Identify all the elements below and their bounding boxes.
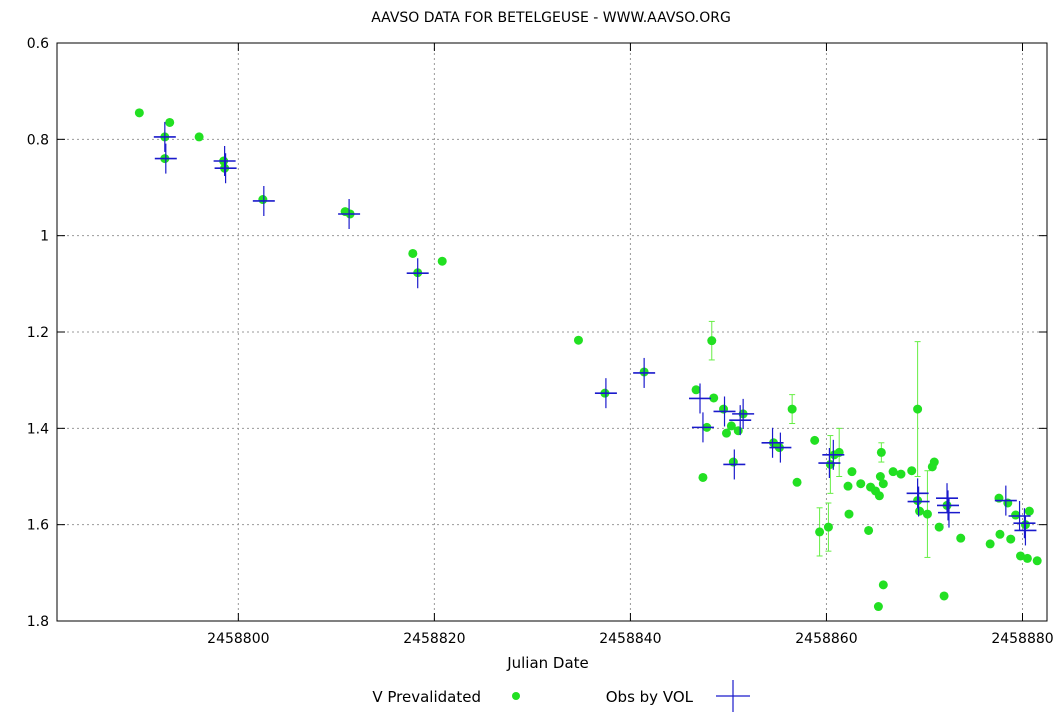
data-point: [856, 479, 866, 489]
legend-label-obs-by-vol: Obs by VOL: [606, 688, 694, 706]
data-point: [408, 248, 418, 258]
data-point: [258, 195, 268, 205]
data-point: [888, 467, 898, 477]
data-point: [875, 472, 885, 481]
x-tick-label: 2458880: [991, 631, 1053, 647]
data-point: [929, 457, 939, 467]
data-point: [1022, 553, 1032, 563]
y-tick-label: 1.6: [27, 518, 49, 534]
data-point: [1032, 556, 1042, 566]
data-point: [134, 108, 144, 118]
legend: V Prevalidated Obs by VOL: [372, 680, 750, 712]
data-point: [1006, 534, 1016, 544]
data-point: [1011, 510, 1021, 520]
grid: [57, 43, 1047, 621]
y-tick-labels: 0.6 0.8 1 1.2 1.4 1.6 1.8: [27, 36, 49, 630]
data-point: [956, 533, 966, 543]
y-tick-label: 1.8: [27, 614, 49, 630]
data-point: [995, 529, 1005, 539]
data-point: [876, 447, 886, 457]
data-point: [698, 472, 708, 482]
data-point: [985, 539, 995, 549]
data-point: [915, 506, 925, 516]
x-tick-label: 2458820: [403, 631, 465, 647]
legend-label-v-prevalidated: V Prevalidated: [372, 688, 481, 706]
y-tick-label: 1.2: [27, 325, 49, 341]
data-point: [823, 522, 833, 532]
data-point: [165, 117, 175, 127]
data-point: [691, 385, 701, 395]
legend-marker-v-prevalidated: [512, 692, 520, 700]
data-point: [815, 527, 825, 537]
data-point: [810, 435, 820, 445]
series-v-prevalidated: [134, 108, 1042, 612]
y-tick-label: 1.4: [27, 421, 49, 437]
data-point: [878, 479, 888, 489]
series-obs-by-vol: [153, 121, 1037, 546]
data-point: [787, 404, 797, 414]
y-tick-label: 0.6: [27, 36, 49, 52]
x-tick-label: 2458800: [207, 631, 269, 647]
data-point: [194, 132, 204, 142]
data-point: [1016, 551, 1026, 561]
x-tick-label: 2458840: [599, 631, 661, 647]
data-point: [907, 466, 917, 476]
y-tick-label: 1: [40, 229, 49, 245]
data-point: [843, 481, 853, 491]
data-point: [939, 591, 949, 601]
x-tick-labels: 2458800 2458820 2458840 2458860 2458880: [207, 631, 1054, 647]
data-point: [878, 580, 888, 590]
x-axis-label: Julian Date: [506, 654, 589, 672]
data-point: [721, 428, 731, 438]
data-point: [922, 509, 932, 519]
data-point: [864, 525, 874, 535]
data-point: [726, 421, 736, 431]
data-point: [847, 467, 857, 477]
data-point: [437, 256, 447, 266]
data-point: [709, 393, 719, 403]
data-point: [934, 522, 944, 532]
data-point: [1024, 506, 1034, 516]
chart-title: AAVSO DATA FOR BETELGEUSE - WWW.AAVSO.OR…: [371, 10, 731, 26]
data-point: [913, 404, 923, 414]
data-point: [874, 491, 884, 501]
y-tick-label: 0.8: [27, 132, 49, 148]
data-point: [873, 602, 883, 612]
data-point: [792, 477, 802, 487]
axis-ticks: [57, 42, 1047, 622]
data-point: [844, 509, 854, 519]
x-tick-label: 2458860: [795, 631, 857, 647]
data-point: [825, 459, 835, 469]
data-point: [896, 469, 906, 479]
data-point: [733, 426, 743, 436]
data-point: [707, 336, 717, 346]
data-point: [573, 335, 583, 345]
